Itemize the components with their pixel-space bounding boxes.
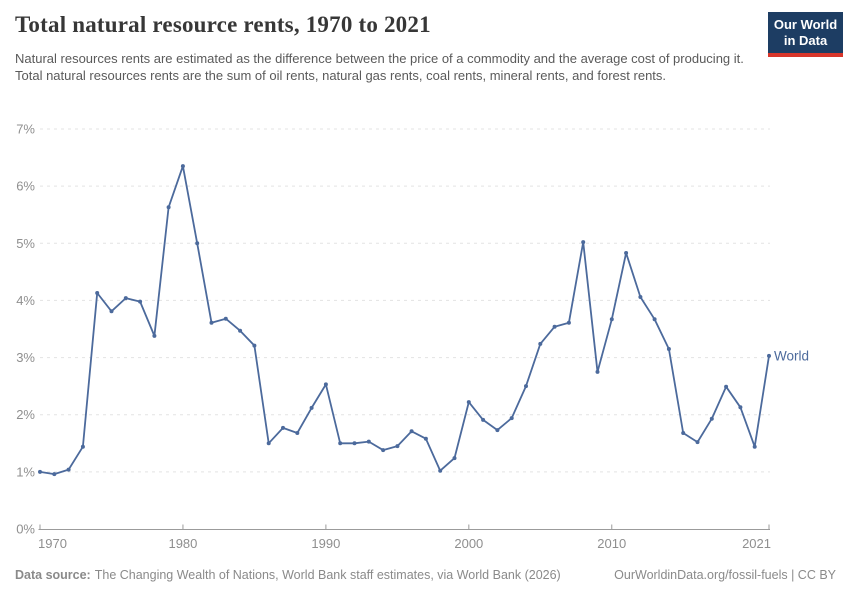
data-point-2019 [738,405,743,410]
data-point-2006 [552,324,557,329]
chart-subtitle: Natural resources rents are estimated as… [15,51,744,83]
x-tick-label: 2000 [454,536,483,551]
data-point-1974 [95,291,100,295]
x-tick-label: 1970 [38,536,67,551]
data-point-2000 [466,400,471,405]
y-tick-label: 5% [16,236,35,251]
data-point-1996 [409,429,414,434]
data-point-1976 [123,296,128,301]
series-line-world [39,165,770,476]
data-point-2020 [752,444,757,449]
y-tick-label: 6% [16,179,35,194]
data-point-1999 [452,456,457,461]
data-point-1989 [309,405,314,410]
credit-link[interactable]: OurWorldinData.org/fossil-fuels | CC BY [614,568,836,582]
data-point-1986 [266,441,271,446]
data-point-1990 [323,382,328,387]
data-point-1998 [438,468,443,473]
y-tick-label: 1% [16,464,35,479]
data-point-2013 [652,317,657,322]
data-point-1977 [138,299,143,304]
data-point-2012 [638,295,643,299]
data-point-1982 [209,320,214,325]
data-point-1971 [52,472,57,477]
data-point-1995 [395,444,400,449]
owid-logo[interactable]: Our World in Data [768,12,843,57]
data-point-1970 [38,469,42,474]
data-point-2016 [695,440,700,445]
data-point-2007 [566,320,571,325]
data-point-1988 [295,431,300,435]
data-point-1978 [152,333,157,338]
data-point-1975 [109,309,114,314]
data-point-1987 [281,425,285,430]
data-point-2017 [709,416,714,421]
data-point-2004 [524,384,528,389]
data-point-1994 [381,448,386,453]
data-point-2005 [538,341,543,346]
data-source-label: Data source: [15,568,91,582]
data-point-1972 [66,467,71,472]
data-point-2015 [681,431,686,435]
data-point-1997 [423,436,428,441]
logo-line1: Our World [773,17,838,32]
data-point-2018 [724,384,729,389]
logo-line2: in Data [783,33,828,48]
data-point-1973 [80,444,85,449]
data-point-2021 [767,353,771,358]
page-title: Total natural resource rents, 1970 to 20… [15,12,431,37]
chart-footer: Data source: The Changing Wealth of Natio… [15,568,836,582]
data-point-2008 [581,240,586,245]
data-point-1979 [166,205,171,210]
data-point-2014 [666,347,671,351]
x-tick-label: 1990 [311,536,340,551]
data-point-2011 [624,251,629,255]
data-point-1985 [252,343,257,348]
data-point-1991 [338,441,343,446]
x-tick-label: 2021 [742,536,771,551]
data-point-2001 [481,417,486,422]
data-point-1993 [366,439,371,444]
y-tick-label: 7% [16,122,35,137]
data-source-text: The Changing Wealth of Nations, World Ba… [94,568,561,582]
y-tick-label: 2% [16,407,35,422]
data-point-1981 [195,241,200,246]
y-tick-label: 4% [16,293,35,308]
data-point-1983 [223,316,228,321]
data-point-2002 [495,428,500,433]
data-point-2009 [595,369,600,374]
y-tick-label: 3% [16,350,35,365]
y-tick-label: 0% [16,522,35,537]
data-point-2010 [609,317,614,322]
data-point-2003 [509,416,514,421]
x-tick-label: 2010 [597,536,626,551]
data-source: Data source: The Changing Wealth of Natio… [15,568,561,582]
series-label-world[interactable]: World [774,348,809,363]
data-point-1984 [238,328,243,333]
data-point-1980 [180,164,185,169]
x-tick-label: 1980 [168,536,197,551]
data-point-1992 [352,441,357,446]
